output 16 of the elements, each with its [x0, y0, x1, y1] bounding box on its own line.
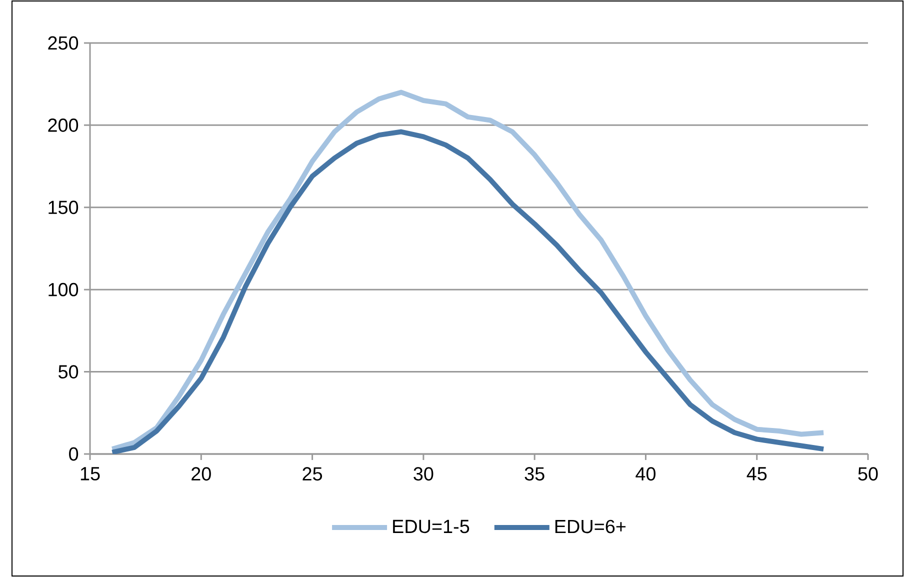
y-tick-label: 100	[48, 282, 78, 296]
x-tick-label: 50	[858, 467, 878, 481]
legend-label: EDU=6+	[555, 520, 626, 534]
y-tick-label: 0	[69, 447, 78, 461]
x-tick-label: 35	[524, 467, 544, 481]
y-tick-label: 200	[48, 118, 78, 132]
legend-label: EDU=1-5	[393, 520, 470, 534]
x-tick-label: 30	[414, 467, 434, 481]
x-tick-label: 15	[80, 467, 100, 480]
x-tick-label: 25	[302, 467, 322, 481]
x-tick-label: 20	[192, 467, 211, 481]
y-tick-label: 150	[48, 200, 78, 214]
y-tick-label: 50	[58, 365, 78, 378]
x-tick-label: 45	[746, 467, 767, 480]
y-tick-label: 250	[48, 36, 78, 50]
x-tick-label: 40	[636, 467, 656, 481]
